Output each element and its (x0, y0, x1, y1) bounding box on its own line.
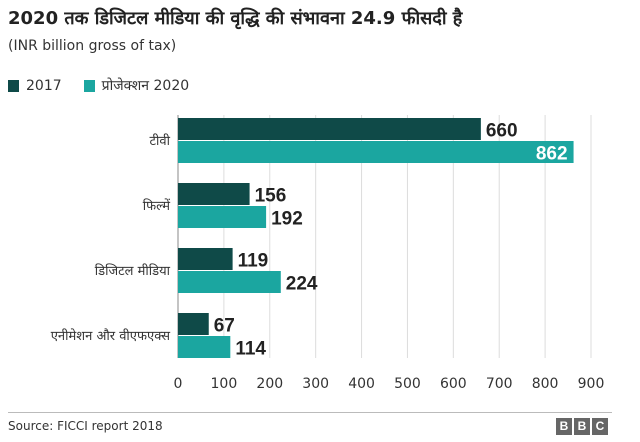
x-tick-label-300: 300 (302, 376, 329, 392)
bar-s1-c3 (178, 336, 231, 358)
legend-label-2020: प्रोजेक्शन 2020 (101, 78, 190, 94)
data-label-s0-c3: 67 (214, 316, 235, 337)
bar-s0-c2 (178, 248, 233, 270)
category-label-0: टीवी (149, 133, 170, 149)
source-note: Source: FICCI report 2018 (8, 419, 163, 433)
footer-divider (8, 412, 612, 413)
bar-s0-c1 (178, 183, 250, 205)
bbc-logo-letter-2: B (574, 418, 590, 435)
category-label-3: एनीमेशन और वीएफएक्स (51, 328, 170, 344)
data-label-s1-c1: 192 (271, 209, 303, 230)
x-tick-label-600: 600 (440, 376, 467, 392)
bbc-logo-letter-3: C (592, 418, 608, 435)
category-label-1: फिल्में (143, 198, 171, 214)
chart-title: 2020 तक डिजिटल मीडिया की वृद्धि की संभाव… (8, 8, 463, 29)
data-label-s0-c2: 119 (238, 251, 269, 272)
legend-label-2017: 2017 (26, 77, 62, 94)
bar-s0-c0 (178, 118, 481, 140)
x-tick-label-400: 400 (348, 376, 375, 392)
legend-swatch-2017 (8, 79, 19, 92)
bar-s0-c3 (178, 313, 209, 335)
x-tick-label-800: 800 (532, 376, 559, 392)
x-tick-label-500: 500 (394, 376, 421, 392)
legend-item-2017: 2017 (8, 78, 62, 94)
bar-chart: 0 100 200 300 400 500 600 700 800 900 टीवी 660 862 फि… (51, 115, 605, 392)
data-label-s0-c0: 660 (486, 121, 518, 142)
chart-subtitle: (INR billion gross of tax) (8, 38, 177, 54)
bbc-logo-letter-1: B (556, 418, 572, 435)
data-label-s0-c1: 156 (255, 186, 287, 207)
data-label-s1-c2: 224 (286, 274, 318, 295)
bar-s1-c2 (178, 271, 281, 293)
legend: 2017 प्रोजेक्शन 2020 (8, 76, 211, 95)
bar-s1-c1 (178, 206, 267, 228)
bbc-logo: B B C (554, 418, 608, 435)
legend-item-2020: प्रोजेक्शन 2020 (83, 76, 190, 95)
legend-swatch-2020 (83, 79, 95, 92)
x-tick-label-900: 900 (578, 376, 605, 392)
category-label-2: डिजिटल मीडिया (95, 263, 171, 279)
bar-s1-c0 (178, 141, 574, 163)
x-tick-label-700: 700 (486, 376, 513, 392)
x-tick-label-0: 0 (174, 376, 183, 392)
x-tick-label-200: 200 (256, 376, 283, 392)
data-label-s1-c3: 114 (235, 339, 266, 360)
data-label-s1-c0: 862 (536, 144, 568, 165)
x-tick-label-100: 100 (211, 376, 238, 392)
